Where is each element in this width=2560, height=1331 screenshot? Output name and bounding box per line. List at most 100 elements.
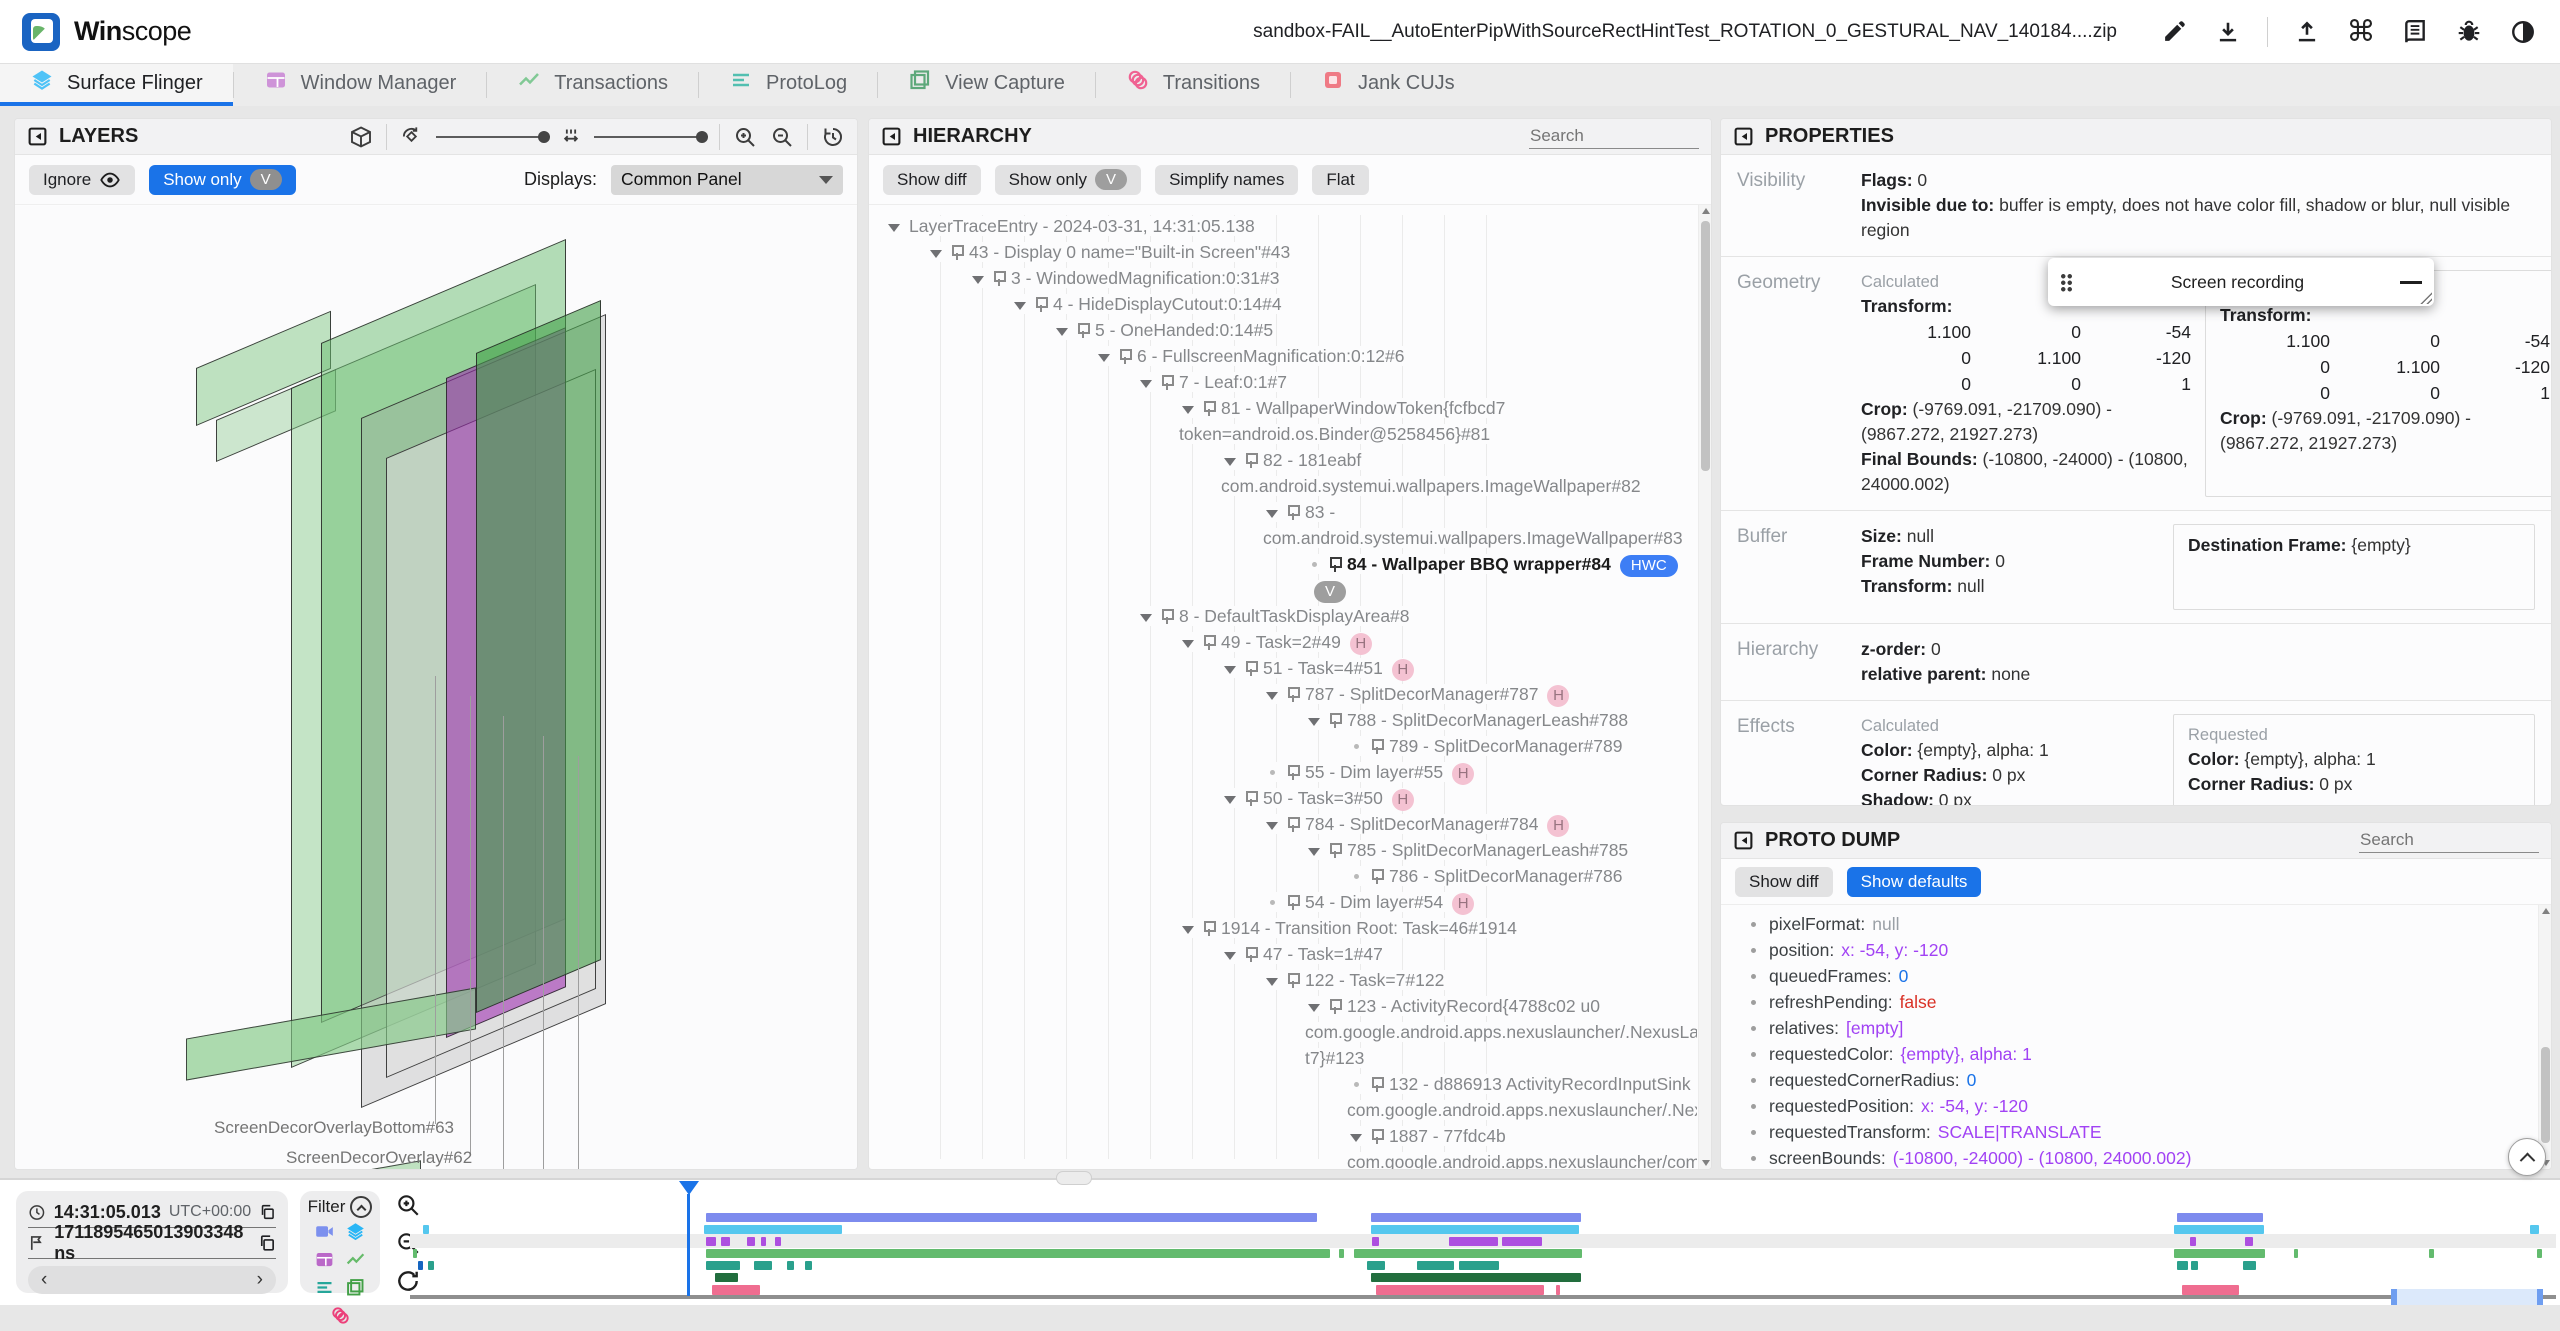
show-only-chip[interactable]: Show only V: [994, 164, 1142, 195]
tree-node[interactable]: 47 - Task=1#47: [869, 941, 1697, 967]
tree-node[interactable]: 8 - DefaultTaskDisplayArea#8: [869, 603, 1697, 629]
trace-segment[interactable]: [1458, 1261, 1499, 1270]
trace-segment[interactable]: [761, 1237, 766, 1246]
tree-node[interactable]: 55 - Dim layer#55 H: [869, 759, 1697, 785]
trace-segment[interactable]: [2176, 1261, 2188, 1270]
timeline-row-transactions[interactable]: [410, 1249, 2556, 1258]
flat-chip[interactable]: Flat: [1312, 164, 1369, 195]
pin-icon[interactable]: [1371, 739, 1384, 754]
proto-property-row[interactable]: position: x: -54, y: -120: [1721, 937, 2551, 963]
trace-segment[interactable]: [413, 1249, 418, 1258]
trace-segment[interactable]: [1354, 1249, 1582, 1258]
expand-caret-icon[interactable]: [1308, 848, 1320, 856]
panel-collapse-icon[interactable]: [27, 126, 48, 147]
show-diff-chip[interactable]: Show diff: [1735, 866, 1833, 897]
tree-node[interactable]: 4 - HideDisplayCutout:0:14#4: [869, 291, 1697, 317]
expand-caret-icon[interactable]: [1140, 380, 1152, 388]
resize-handle-icon[interactable]: [2419, 291, 2432, 304]
filter-toggle-transactions[interactable]: [345, 1249, 366, 1275]
trace-segment[interactable]: [705, 1261, 741, 1270]
tree-node[interactable]: 1887 - 77fdc4b com.google.android.apps.n…: [869, 1123, 1697, 1169]
tree-node[interactable]: 786 - SplitDecorManager#786: [869, 863, 1697, 889]
trace-segment[interactable]: [2242, 1261, 2256, 1270]
timeline-row-protolog[interactable]: [410, 1261, 2556, 1270]
zoom-out-icon[interactable]: [770, 125, 794, 149]
show-diff-chip[interactable]: Show diff: [883, 164, 981, 195]
tree-node[interactable]: 785 - SplitDecorManagerLeash#785: [869, 837, 1697, 863]
simplify-names-chip[interactable]: Simplify names: [1155, 164, 1299, 195]
expand-caret-icon[interactable]: [888, 224, 900, 232]
trace-segment[interactable]: [1417, 1261, 1455, 1270]
expand-caret-icon[interactable]: [1140, 614, 1152, 622]
cube-3d-icon[interactable]: [349, 125, 373, 149]
download-icon[interactable]: [2213, 17, 2243, 47]
hierarchy-scrollbar[interactable]: [1698, 205, 1711, 1169]
proto-property-row[interactable]: requestedTransform: SCALE|TRANSLATE: [1721, 1119, 2551, 1145]
trace-segment[interactable]: [2173, 1225, 2264, 1234]
filter-toggle-protolog[interactable]: [314, 1277, 335, 1303]
tab-jank-cujs[interactable]: Jank CUJs: [1291, 64, 1485, 106]
trace-segment[interactable]: [1339, 1249, 1345, 1258]
trace-segment[interactable]: [704, 1225, 842, 1234]
pin-icon[interactable]: [1287, 817, 1300, 832]
current-time[interactable]: 14:31:05.013: [53, 1201, 161, 1222]
expand-caret-icon[interactable]: [1056, 328, 1068, 336]
proto-scrollbar[interactable]: [2538, 905, 2551, 1169]
trace-segment[interactable]: [1501, 1237, 1542, 1246]
trace-segment[interactable]: [2189, 1237, 2196, 1246]
expand-caret-icon[interactable]: [1182, 640, 1194, 648]
tab-transitions[interactable]: Transitions: [1096, 64, 1290, 106]
trace-segment[interactable]: [2181, 1285, 2239, 1295]
expand-caret-icon[interactable]: [1350, 1134, 1362, 1142]
trace-segment[interactable]: [705, 1249, 1330, 1258]
expand-caret-icon[interactable]: [1266, 978, 1278, 986]
trace-segment[interactable]: [715, 1273, 739, 1282]
tree-node[interactable]: 123 - ActivityRecord{4788c02 u0 com.goog…: [869, 993, 1697, 1071]
trace-segment[interactable]: [2293, 1249, 2299, 1258]
rects-3d-view[interactable]: ScreenDecorOverlayBottom#63 ScreenDecorOv…: [15, 206, 857, 1169]
pin-icon[interactable]: [1329, 999, 1342, 1014]
expand-caret-icon[interactable]: [1308, 718, 1320, 726]
expand-caret-icon[interactable]: [972, 276, 984, 284]
panel-collapse-icon[interactable]: [1733, 830, 1754, 851]
filter-toggle-screen-recording[interactable]: [314, 1221, 335, 1247]
pin-icon[interactable]: [1077, 323, 1090, 338]
tab-transactions[interactable]: Transactions: [487, 64, 698, 106]
pin-icon[interactable]: [1245, 791, 1258, 806]
timeline-cursor[interactable]: [678, 1181, 699, 1296]
trace-segment[interactable]: [705, 1237, 717, 1246]
proto-property-row[interactable]: relatives: [empty]: [1721, 1015, 2551, 1041]
tree-node[interactable]: LayerTraceEntry - 2024-03-31, 14:31:05.1…: [869, 213, 1697, 239]
show-only-chip[interactable]: Show only V: [149, 164, 296, 195]
trace-segment[interactable]: [787, 1261, 795, 1270]
proto-property-row[interactable]: refreshPending: false: [1721, 989, 2551, 1015]
trace-segment[interactable]: [805, 1261, 813, 1270]
pin-icon[interactable]: [993, 271, 1006, 286]
next-frame-button[interactable]: ›: [256, 1269, 263, 1290]
pin-icon[interactable]: [1203, 401, 1216, 416]
timeline-zoom-range[interactable]: [2390, 1289, 2544, 1305]
timeline-row-screen-recording[interactable]: [410, 1213, 2556, 1222]
pin-icon[interactable]: [951, 245, 964, 260]
tree-node[interactable]: 122 - Task=7#122: [869, 967, 1697, 993]
pin-icon[interactable]: [1329, 557, 1342, 572]
expand-caret-icon[interactable]: [1224, 458, 1236, 466]
pin-icon[interactable]: [1329, 713, 1342, 728]
tree-node[interactable]: 49 - Task=2#49 H: [869, 629, 1697, 655]
panel-collapse-icon[interactable]: [881, 126, 902, 147]
copy-icon[interactable]: [259, 1202, 276, 1222]
tree-node[interactable]: 82 - 181eabf com.android.systemui.wallpa…: [869, 447, 1697, 499]
filter-toggle-surface-flinger[interactable]: [345, 1221, 366, 1247]
pin-icon[interactable]: [1287, 973, 1300, 988]
trace-segment[interactable]: [2173, 1249, 2265, 1258]
tree-node[interactable]: 50 - Task=3#50 H: [869, 785, 1697, 811]
pin-icon[interactable]: [1203, 635, 1216, 650]
expand-caret-icon[interactable]: [1266, 510, 1278, 518]
expand-caret-icon[interactable]: [1014, 302, 1026, 310]
timeline-scroll-track[interactable]: [410, 1295, 2556, 1299]
tree-node[interactable]: 83 - com.android.systemui.wallpapers.Ima…: [869, 499, 1697, 551]
tree-node[interactable]: 6 - FullscreenMagnification:0:12#6: [869, 343, 1697, 369]
current-time-ns[interactable]: 1711895465013903348 ns: [54, 1222, 244, 1263]
tree-node[interactable]: 1914 - Transition Root: Task=46#1914: [869, 915, 1697, 941]
timeline-row-view-capture[interactable]: [410, 1273, 2556, 1282]
